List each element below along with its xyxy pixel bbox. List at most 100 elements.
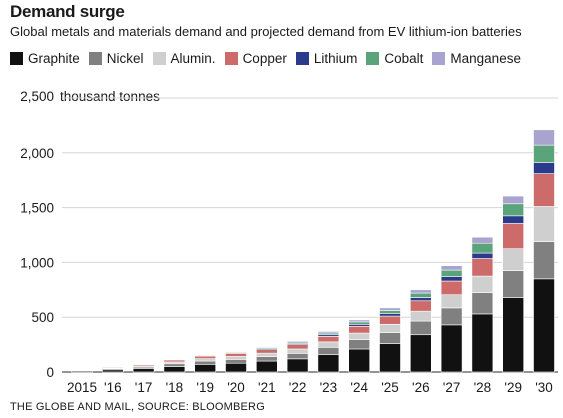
x-tick-label: '28 (474, 380, 492, 395)
bar-segment-graphite-9 (348, 348, 371, 373)
legend-swatch (295, 52, 309, 65)
legend-label: Cobalt (384, 51, 424, 66)
y-tick-label: 1,500 (20, 201, 54, 216)
bar-segment-copper-14 (502, 223, 525, 250)
bar-segment-copper-10 (379, 315, 401, 325)
x-tick-label: '20 (227, 380, 245, 395)
bar-segment-alumin-7 (286, 348, 309, 354)
legend-item-1: Nickel (88, 51, 144, 66)
bar-segment-cobalt-9 (348, 321, 371, 325)
legend-label: Manganese (450, 51, 521, 66)
bar-segment-lithium-10 (379, 313, 401, 317)
bar-segment-graphite-8 (317, 354, 340, 373)
bar-segment-manganese-15 (533, 129, 555, 146)
bar-segment-nickel-4 (194, 360, 216, 365)
legend-item-4: Lithium (295, 51, 358, 66)
bar-segment-manganese-13 (471, 236, 494, 244)
legend-item-3: Copper (224, 51, 287, 66)
legend-swatch (432, 52, 446, 65)
bar-segment-copper-9 (348, 325, 371, 334)
bar-segment-nickel-3 (163, 363, 186, 367)
legend-label: Nickel (106, 51, 144, 66)
x-tick-label: '16 (104, 380, 122, 395)
bar-segment-manganese-12 (440, 265, 463, 271)
x-tick-label: '24 (350, 380, 368, 395)
x-tick-label: '23 (320, 380, 338, 395)
bar-segment-nickel-10 (379, 332, 401, 344)
bar-segment-cobalt-14 (502, 203, 525, 217)
bar-segment-copper-12 (440, 280, 463, 296)
bar-segment-nickel-11 (409, 320, 432, 336)
legend-swatch (10, 52, 23, 65)
legend-swatch (224, 52, 238, 65)
bar-segment-alumin-9 (348, 332, 371, 340)
chart-subtitle: Global metals and materials demand and p… (10, 24, 522, 39)
bar-segment-copper-8 (317, 336, 340, 343)
legend-item-0: Graphite (10, 51, 80, 66)
legend-item-6: Manganese (432, 51, 521, 66)
legend-swatch (88, 52, 102, 65)
legend-item-2: Alumin. (152, 51, 216, 66)
bar-segment-nickel-12 (440, 307, 463, 326)
x-tick-label: '29 (504, 380, 522, 395)
legend-label: Lithium (313, 51, 358, 66)
bar-segment-alumin-12 (440, 294, 463, 309)
y-tick-label: 500 (31, 310, 54, 325)
bar-segment-alumin-14 (502, 248, 525, 271)
bar-segment-nickel-14 (502, 270, 525, 298)
y-tick-label: 2,500 (20, 89, 54, 104)
bar-segment-copper-7 (286, 344, 309, 350)
x-tick-label: '21 (258, 380, 276, 395)
legend-item-5: Cobalt (366, 51, 423, 66)
bar-segment-cobalt-12 (440, 269, 463, 277)
legend-label: Graphite (28, 51, 80, 66)
bar-segment-copper-4 (194, 355, 216, 359)
bar-segment-manganese-7 (286, 340, 309, 343)
bar-segment-graphite-7 (286, 358, 309, 373)
legend-label: Copper (242, 51, 287, 66)
bar-segment-nickel-7 (286, 353, 309, 360)
x-axis-ticks: 2015 '16 '17 '18 '19 '20 '21 '22 '23 '24 '25 '26 '27… (67, 380, 553, 395)
x-tick-label: '19 (196, 380, 214, 395)
x-tick-label: '22 (289, 380, 307, 395)
chart-legend: Graphite Nickel Alumin. Copper Lithium Cobalt… (10, 51, 530, 66)
bar-segment-nickel-9 (348, 339, 371, 350)
y-tick-label: 2,000 (20, 146, 54, 161)
bar-segment-alumin-5 (225, 356, 247, 360)
bar-segment-copper-11 (409, 300, 432, 312)
bar-segment-cobalt-11 (409, 292, 432, 298)
bar-segment-manganese-5 (225, 350, 247, 353)
bar-segment-graphite-14 (502, 297, 525, 373)
legend-label: Alumin. (170, 51, 216, 66)
bar-segment-lithium-11 (409, 297, 432, 302)
x-tick-label: '26 (412, 380, 430, 395)
legend-swatch (366, 52, 380, 65)
bar-segment-graphite-1 (102, 369, 124, 373)
bar-segment-copper-13 (471, 258, 494, 277)
bar-segment-lithium-14 (502, 215, 525, 224)
bar-segment-graphite-5 (225, 362, 247, 373)
bar-segment-manganese-8 (317, 331, 340, 334)
bar-segment-nickel-5 (225, 359, 247, 364)
bar-segment-alumin-10 (379, 324, 401, 333)
bar-segment-lithium-13 (471, 252, 494, 259)
bar-segment-graphite-2 (132, 368, 155, 373)
bar-segment-lithium-15 (533, 162, 555, 174)
bar-segment-manganese-14 (502, 195, 525, 205)
x-tick-label: '25 (381, 380, 399, 395)
bar-segment-nickel-13 (471, 292, 494, 315)
bar-segment-graphite-6 (255, 360, 278, 373)
bar-segment-alumin-15 (533, 206, 555, 242)
bar-segment-nickel-15 (533, 241, 555, 280)
bar-segment-alumin-4 (194, 358, 216, 362)
bar-segment-nickel-6 (255, 356, 278, 362)
bar-segment-graphite-4 (194, 364, 216, 373)
bars (71, 129, 555, 373)
bar-segment-graphite-11 (409, 334, 432, 373)
bar-segment-copper-5 (225, 353, 247, 357)
bar-segment-manganese-11 (409, 289, 432, 294)
bar-segment-cobalt-10 (379, 310, 401, 314)
x-tick-label: '18 (166, 380, 184, 395)
bar-segment-copper-6 (255, 349, 278, 354)
